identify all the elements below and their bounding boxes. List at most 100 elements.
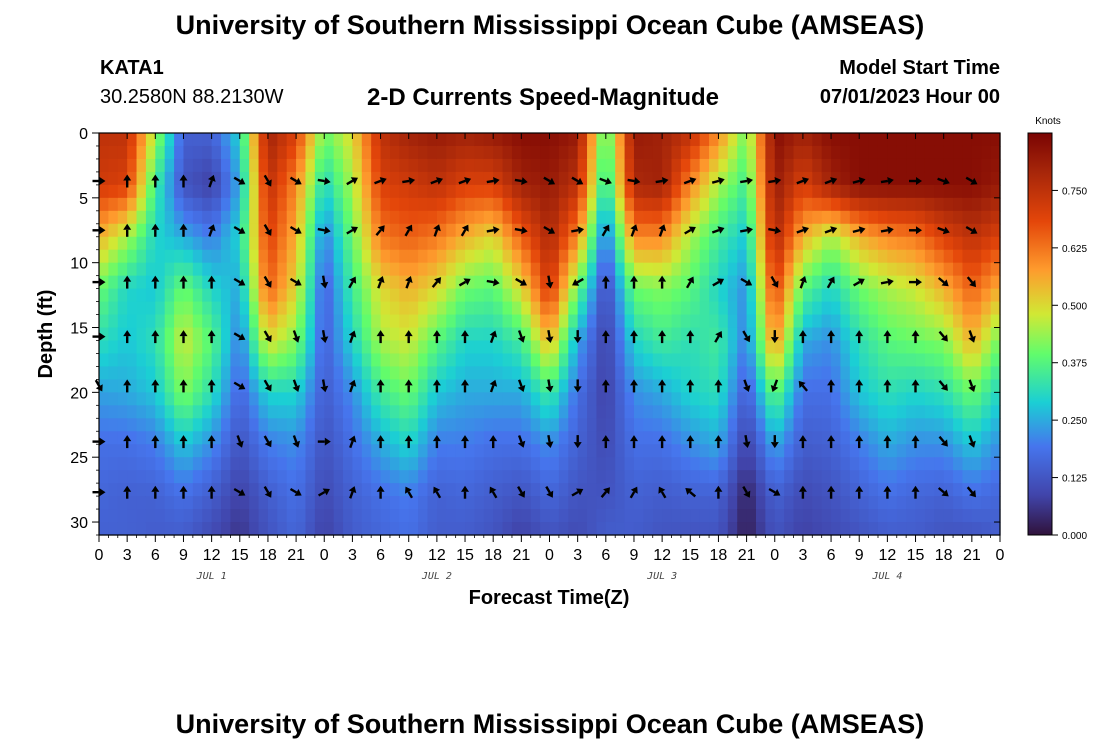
heatmap-cell [502, 158, 513, 173]
heatmap-cell [605, 145, 616, 160]
heatmap-cell [812, 262, 823, 277]
heatmap-cell [286, 379, 297, 393]
heatmap-cell [127, 288, 138, 303]
heatmap-cell [427, 288, 438, 303]
heatmap-cell [971, 236, 982, 251]
heatmap-cell [568, 184, 579, 199]
heatmap-cell [408, 158, 419, 173]
heatmap-cell [399, 353, 410, 368]
heatmap-cell [530, 301, 541, 316]
heatmap-cell [418, 301, 429, 316]
heatmap-cell [802, 353, 813, 368]
heatmap-cell [887, 470, 898, 484]
heatmap-cell [587, 340, 598, 355]
heatmap-cell [934, 522, 945, 536]
current-vector [346, 177, 358, 186]
current-vector [123, 174, 132, 188]
current-vector [207, 330, 216, 344]
heatmap-cell [145, 483, 156, 497]
heatmap-cell [493, 249, 504, 264]
heatmap-cell [831, 184, 842, 199]
heatmap-cell [502, 405, 513, 419]
heatmap-cell [164, 210, 175, 225]
heatmap-cell [615, 301, 626, 316]
heatmap-cell [493, 457, 504, 471]
heatmap-cell [483, 314, 494, 329]
heatmap-cell [877, 418, 888, 432]
heatmap-cell [202, 223, 213, 238]
heatmap-cell [699, 392, 710, 406]
heatmap-cell [465, 431, 476, 445]
heatmap-cell [230, 509, 241, 523]
heatmap-cell [239, 457, 250, 471]
heatmap-cell [934, 444, 945, 458]
heatmap-cell [446, 444, 457, 458]
heatmap-cell [906, 133, 917, 147]
heatmap-cell [530, 288, 541, 303]
heatmap-cell [868, 392, 879, 406]
heatmap-cell [652, 171, 663, 186]
heatmap-cell [117, 301, 128, 316]
heatmap-cell [108, 249, 119, 264]
heatmap-cell [333, 288, 344, 303]
heatmap-cell [962, 353, 973, 368]
current-vector [292, 379, 300, 392]
heatmap-cell [239, 496, 250, 510]
x-tick-label: 21 [287, 547, 305, 564]
heatmap-cell [202, 392, 213, 406]
chart-title: University of Southern Mississippi Ocean… [175, 10, 925, 40]
current-vector [460, 224, 469, 237]
heatmap-cell [652, 444, 663, 458]
heatmap-cell [108, 184, 119, 199]
heatmap-cell [343, 327, 354, 342]
heatmap-cell [145, 262, 156, 277]
heatmap-cell [446, 509, 457, 523]
current-vector [179, 223, 188, 237]
heatmap-cell [774, 522, 785, 536]
heatmap-cell [990, 340, 1001, 355]
heatmap-cell [389, 314, 400, 329]
heatmap-cell [343, 353, 354, 368]
heatmap-cell [877, 509, 888, 523]
heatmap-cell [859, 483, 870, 497]
heatmap-cell [981, 223, 992, 238]
heatmap-cell [943, 418, 954, 432]
heatmap-cell [934, 184, 945, 199]
heatmap-cell [953, 171, 964, 186]
heatmap-cell [352, 184, 363, 199]
heatmap-cell [709, 236, 720, 251]
heatmap-cell [183, 327, 194, 342]
heatmap-cell [155, 184, 166, 199]
x-tick-label: 9 [179, 547, 188, 564]
heatmap-cell [521, 353, 532, 368]
heatmap-cell [380, 509, 391, 523]
heatmap-cell [727, 210, 738, 225]
heatmap-cell [380, 133, 391, 147]
heatmap-cell [183, 418, 194, 432]
heatmap-cell [962, 249, 973, 264]
heatmap-cell [831, 133, 842, 147]
heatmap-cell [436, 262, 447, 277]
heatmap-cell [145, 158, 156, 173]
heatmap-cell [981, 431, 992, 445]
heatmap-cell [361, 496, 372, 510]
heatmap-cell [727, 496, 738, 510]
heatmap-cell [380, 210, 391, 225]
heatmap-cell [953, 340, 964, 355]
heatmap-cell [943, 509, 954, 523]
current-vector [883, 379, 892, 393]
heatmap-cell [802, 158, 813, 173]
heatmap-cell [709, 405, 720, 419]
heatmap-cell [699, 145, 710, 160]
heatmap-cell [286, 522, 297, 536]
heatmap-cell [258, 483, 269, 497]
heatmap-cell [802, 236, 813, 251]
heatmap-cell [737, 171, 748, 186]
current-vector [572, 277, 584, 286]
heatmap-cell [690, 223, 701, 238]
heatmap-cell [380, 418, 391, 432]
heatmap-cell [924, 444, 935, 458]
current-vector [768, 487, 781, 496]
heatmap-cell [802, 470, 813, 484]
heatmap-cell [605, 418, 616, 432]
